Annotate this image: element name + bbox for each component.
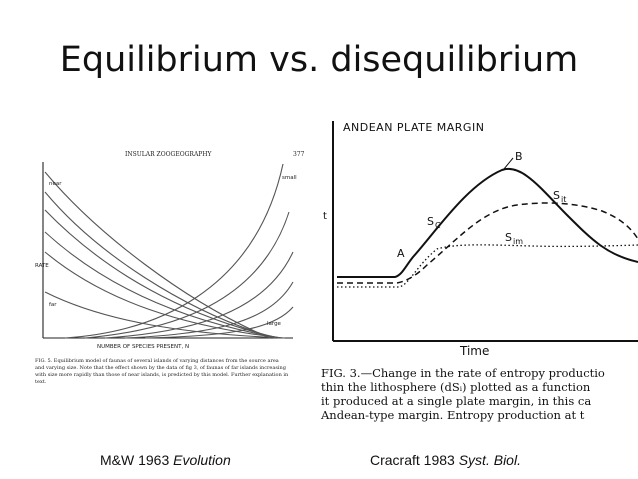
left-caption-line-4: text. — [35, 379, 47, 385]
extinction-curves — [64, 163, 294, 339]
extinction-curve-small-1 — [64, 163, 284, 339]
y-axis-label: RATE — [35, 263, 49, 269]
immigration-curve-mid-2 — [44, 231, 282, 339]
right-citation: Cracraft 1983 Syst. Biol. — [370, 452, 521, 468]
right-caption-line-2: thin the lithosphere (dSᵢ) plotted as a … — [321, 380, 591, 394]
label-b: B — [515, 150, 523, 163]
slide-title: Equilibrium vs. disequilibrium — [59, 40, 579, 80]
left-citation-journal: Evolution — [173, 452, 231, 468]
label-sc-sub: C — [435, 221, 441, 230]
label-sc: S C — [427, 215, 441, 230]
right-figure-caption: FIG. 3.—Change in the rate of entropy pr… — [320, 366, 605, 422]
label-sim-main: S — [505, 231, 512, 244]
left-caption-line-1: FIG. 5. Equilibrium model of faunas of s… — [35, 358, 279, 364]
immigration-curve-near-2 — [44, 191, 276, 339]
label-sit: S it — [553, 189, 566, 204]
immigration-curve-mid-1 — [44, 209, 280, 339]
curve-sc-solid — [337, 167, 638, 278]
label-sc-main: S — [427, 215, 434, 228]
label-near: near — [49, 181, 62, 187]
label-sim: S im — [505, 231, 523, 246]
left-citation: M&W 1963 Evolution — [100, 452, 231, 468]
right-citation-authors: Cracraft 1983 — [370, 452, 459, 468]
extinction-curve-3 — [104, 251, 294, 339]
right-citation-journal: Syst. Biol. — [458, 452, 521, 468]
curve-sit-dashed — [337, 202, 638, 284]
x-axis-label: NUMBER OF SPECIES PRESENT, N — [97, 344, 189, 350]
right-caption-line-3: it produced at a single plate margin, in… — [321, 394, 591, 408]
label-far: far — [49, 302, 57, 308]
label-sim-sub: im — [513, 237, 523, 246]
figure-running-header: INSULAR ZOOGEOGRAPHY — [125, 151, 213, 158]
curve-sim-dotted — [337, 244, 638, 288]
right-y-axis-fragment: t — [323, 211, 327, 222]
right-caption-line-1: FIG. 3.—Change in the rate of entropy pr… — [321, 366, 605, 380]
right-x-axis-label: Time — [459, 344, 489, 358]
immigration-curve-far-2 — [44, 291, 286, 339]
cracraft-figure: ANDEAN PLATE MARGIN t Time A B S C S it … — [320, 121, 638, 422]
left-figure-caption: FIG. 5. Equilibrium model of faunas of s… — [35, 358, 289, 385]
immigration-curves — [44, 171, 286, 339]
right-caption-line-4: Andean-type margin. Entropy production a… — [320, 408, 585, 422]
left-citation-authors: M&W 1963 — [100, 452, 174, 468]
macarthur-wilson-figure: INSULAR ZOOGEOGRAPHY 377 RATE NUMBER OF … — [35, 151, 305, 385]
extinction-curve-4 — [124, 281, 294, 339]
label-sit-sub: it — [561, 195, 566, 204]
immigration-curve-near-1 — [44, 171, 271, 339]
left-caption-line-2: and varying size. Note that the effect s… — [35, 365, 287, 371]
left-caption-line-3: with size more rapidly than those of nea… — [35, 372, 289, 378]
right-figure-title: ANDEAN PLATE MARGIN — [343, 121, 484, 134]
label-small: small — [282, 175, 297, 181]
figure-page-number: 377 — [293, 151, 305, 158]
immigration-curve-far-1 — [44, 251, 284, 339]
label-sit-main: S — [553, 189, 560, 202]
label-large: large — [267, 321, 282, 327]
extinction-curve-2 — [84, 211, 290, 339]
extinction-curve-large-5 — [144, 306, 294, 339]
label-b-pointer — [503, 157, 514, 170]
label-a: A — [397, 247, 405, 260]
